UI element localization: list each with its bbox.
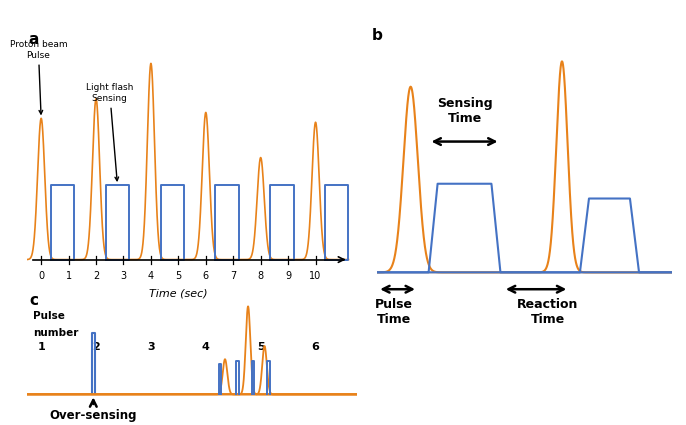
Text: Proton beam
Pulse: Proton beam Pulse: [10, 40, 67, 114]
Text: Time (sec): Time (sec): [149, 289, 208, 299]
Text: 1: 1: [37, 342, 45, 352]
Text: c: c: [29, 292, 38, 308]
Text: Reaction
Time: Reaction Time: [517, 298, 578, 326]
Text: number: number: [33, 328, 78, 338]
Text: 6: 6: [311, 342, 320, 352]
Text: b: b: [372, 28, 383, 43]
Text: 3: 3: [147, 342, 155, 352]
Text: 2: 2: [92, 342, 100, 352]
Text: Pulse: Pulse: [33, 311, 64, 320]
Text: 8: 8: [258, 271, 263, 281]
Text: 2: 2: [93, 271, 99, 281]
Text: 5: 5: [175, 271, 182, 281]
Text: 0: 0: [38, 271, 44, 281]
Text: 10: 10: [309, 271, 322, 281]
Text: Over-sensing: Over-sensing: [49, 408, 137, 422]
Text: Sensing
Time: Sensing Time: [437, 96, 493, 125]
Text: 3: 3: [121, 271, 126, 281]
Text: 7: 7: [230, 271, 237, 281]
Text: Pulse
Time: Pulse Time: [375, 298, 413, 326]
Text: 1: 1: [66, 271, 71, 281]
Text: 4: 4: [148, 271, 154, 281]
Text: 6: 6: [203, 271, 209, 281]
Text: a: a: [29, 32, 39, 47]
Text: Light flash
Sensing: Light flash Sensing: [86, 83, 134, 181]
Text: 9: 9: [285, 271, 291, 281]
Text: 4: 4: [202, 342, 210, 352]
Text: 5: 5: [257, 342, 265, 352]
